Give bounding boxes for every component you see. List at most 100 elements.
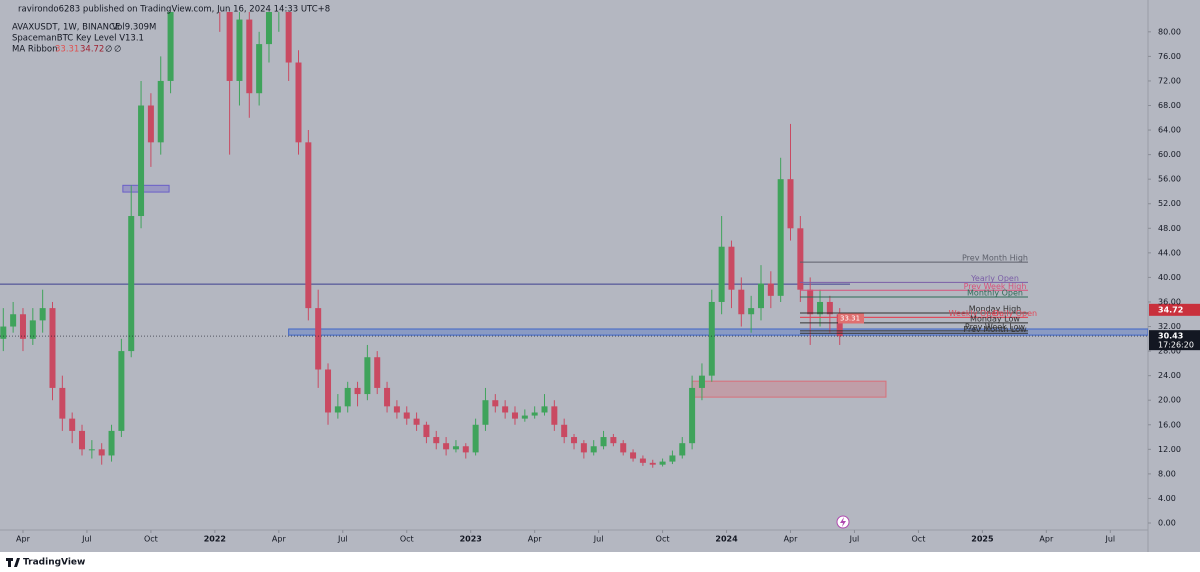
candle-body <box>315 308 322 370</box>
candle-body <box>147 105 154 143</box>
y-tick-label: 80.00 <box>1158 27 1181 36</box>
y-tick-label: 64.00 <box>1158 126 1181 135</box>
candle-body <box>639 458 646 463</box>
candle-body <box>777 179 784 296</box>
candle-body <box>551 406 558 425</box>
y-tick-label: 76.00 <box>1158 52 1181 61</box>
candle-body <box>285 12 292 63</box>
candle-body <box>659 461 666 465</box>
x-tick-label: Jul <box>81 535 92 544</box>
y-tick-label: 52.00 <box>1158 199 1181 208</box>
price-label-bg <box>1149 303 1200 316</box>
footer-brand: TradingView <box>23 558 85 568</box>
candle-body <box>698 375 705 388</box>
level-label: Yearly Open <box>970 274 1019 283</box>
y-tick-label: 24.00 <box>1158 371 1181 380</box>
candle-body <box>393 406 400 413</box>
x-tick-label: 2023 <box>460 535 482 544</box>
y-tick-label: 8.00 <box>1158 469 1176 478</box>
candle-body <box>69 418 76 431</box>
candle-body <box>452 446 459 450</box>
candle-body <box>826 301 833 315</box>
candle-body <box>39 308 46 321</box>
level-label: Weekly Open <box>949 309 1002 318</box>
candle-body <box>19 314 26 339</box>
x-tick-label: Apr <box>1039 535 1054 544</box>
price-label-bg <box>838 313 864 324</box>
candle-body <box>708 301 715 376</box>
footer-bar <box>0 552 1200 572</box>
x-tick-label: Apr <box>784 535 799 544</box>
indicator: SpacemanBTC Key Level V13.1 <box>12 34 144 44</box>
candle-body <box>0 326 7 339</box>
candle-body <box>511 412 518 419</box>
price-label: 33.31 <box>840 314 860 322</box>
candle-body <box>334 406 341 413</box>
candle-body <box>531 412 538 416</box>
candle-body <box>718 246 725 302</box>
candle-body <box>384 387 391 407</box>
candle-body <box>364 357 371 395</box>
level-label: Monthly Open <box>967 289 1023 298</box>
candle-body <box>108 430 115 456</box>
price-label: 30.43 <box>1158 332 1183 341</box>
candle-body <box>571 437 578 444</box>
y-tick-label: 56.00 <box>1158 175 1181 184</box>
price-countdown: 17:26:20 <box>1158 341 1194 350</box>
candle-body <box>492 400 499 407</box>
candle-body <box>767 283 774 296</box>
y-tick-label: 12.00 <box>1158 445 1181 454</box>
tradingview-logo: TradingView <box>6 558 85 568</box>
candle-body <box>580 443 587 453</box>
candle-body <box>157 80 164 143</box>
x-tick-label: 2025 <box>971 535 994 544</box>
price-label-bg <box>1149 330 1200 351</box>
candle-body <box>226 12 233 81</box>
zone <box>288 328 1148 336</box>
ma-name: MA Ribbon <box>12 45 58 55</box>
x-tick-label: Jul <box>1104 535 1115 544</box>
ma-value: ∅ <box>114 45 121 55</box>
y-tick-label: 72.00 <box>1158 76 1181 85</box>
candle-body <box>423 424 430 438</box>
candle-body <box>630 452 637 459</box>
candle-body <box>521 415 528 419</box>
candle-body <box>79 430 86 450</box>
candle-body <box>738 289 745 315</box>
lightning-icon[interactable] <box>836 515 850 529</box>
candle-body <box>256 44 263 94</box>
zone <box>691 380 887 398</box>
candle-body <box>236 19 243 81</box>
y-tick-label: 0.00 <box>1158 519 1176 528</box>
candle-body <box>807 289 814 315</box>
candle-body <box>482 400 489 425</box>
candle-body <box>649 462 656 465</box>
candle-body <box>59 387 66 419</box>
ma-value: 33.31 <box>55 45 79 55</box>
price-label: 34.72 <box>1158 305 1183 314</box>
level-label: Prev Week High <box>964 282 1027 291</box>
level-label: Prev Month High <box>962 254 1028 263</box>
level-label: Monday Low <box>970 314 1020 323</box>
candle-body <box>305 142 312 309</box>
candle-body <box>757 283 764 309</box>
y-tick-label: 44.00 <box>1158 248 1181 257</box>
level-label: Prev Month Low <box>963 325 1027 334</box>
x-tick-label: Jul <box>337 535 348 544</box>
candle-body <box>748 308 755 315</box>
candle-body <box>344 387 351 407</box>
candle-body <box>29 320 36 339</box>
candle-body <box>167 12 174 81</box>
candle-body <box>541 406 548 413</box>
x-tick-label: Jul <box>593 535 604 544</box>
chart-background <box>0 0 1200 552</box>
y-tick-label: 16.00 <box>1158 420 1181 429</box>
x-tick-label: 2024 <box>715 535 738 544</box>
candle-body <box>679 443 686 456</box>
level-label: Daily Open <box>993 309 1037 318</box>
x-tick-label: Oct <box>912 535 926 544</box>
candle-body <box>354 387 361 395</box>
candle-body <box>669 455 676 462</box>
level-label: Prev Week Low <box>965 322 1026 331</box>
